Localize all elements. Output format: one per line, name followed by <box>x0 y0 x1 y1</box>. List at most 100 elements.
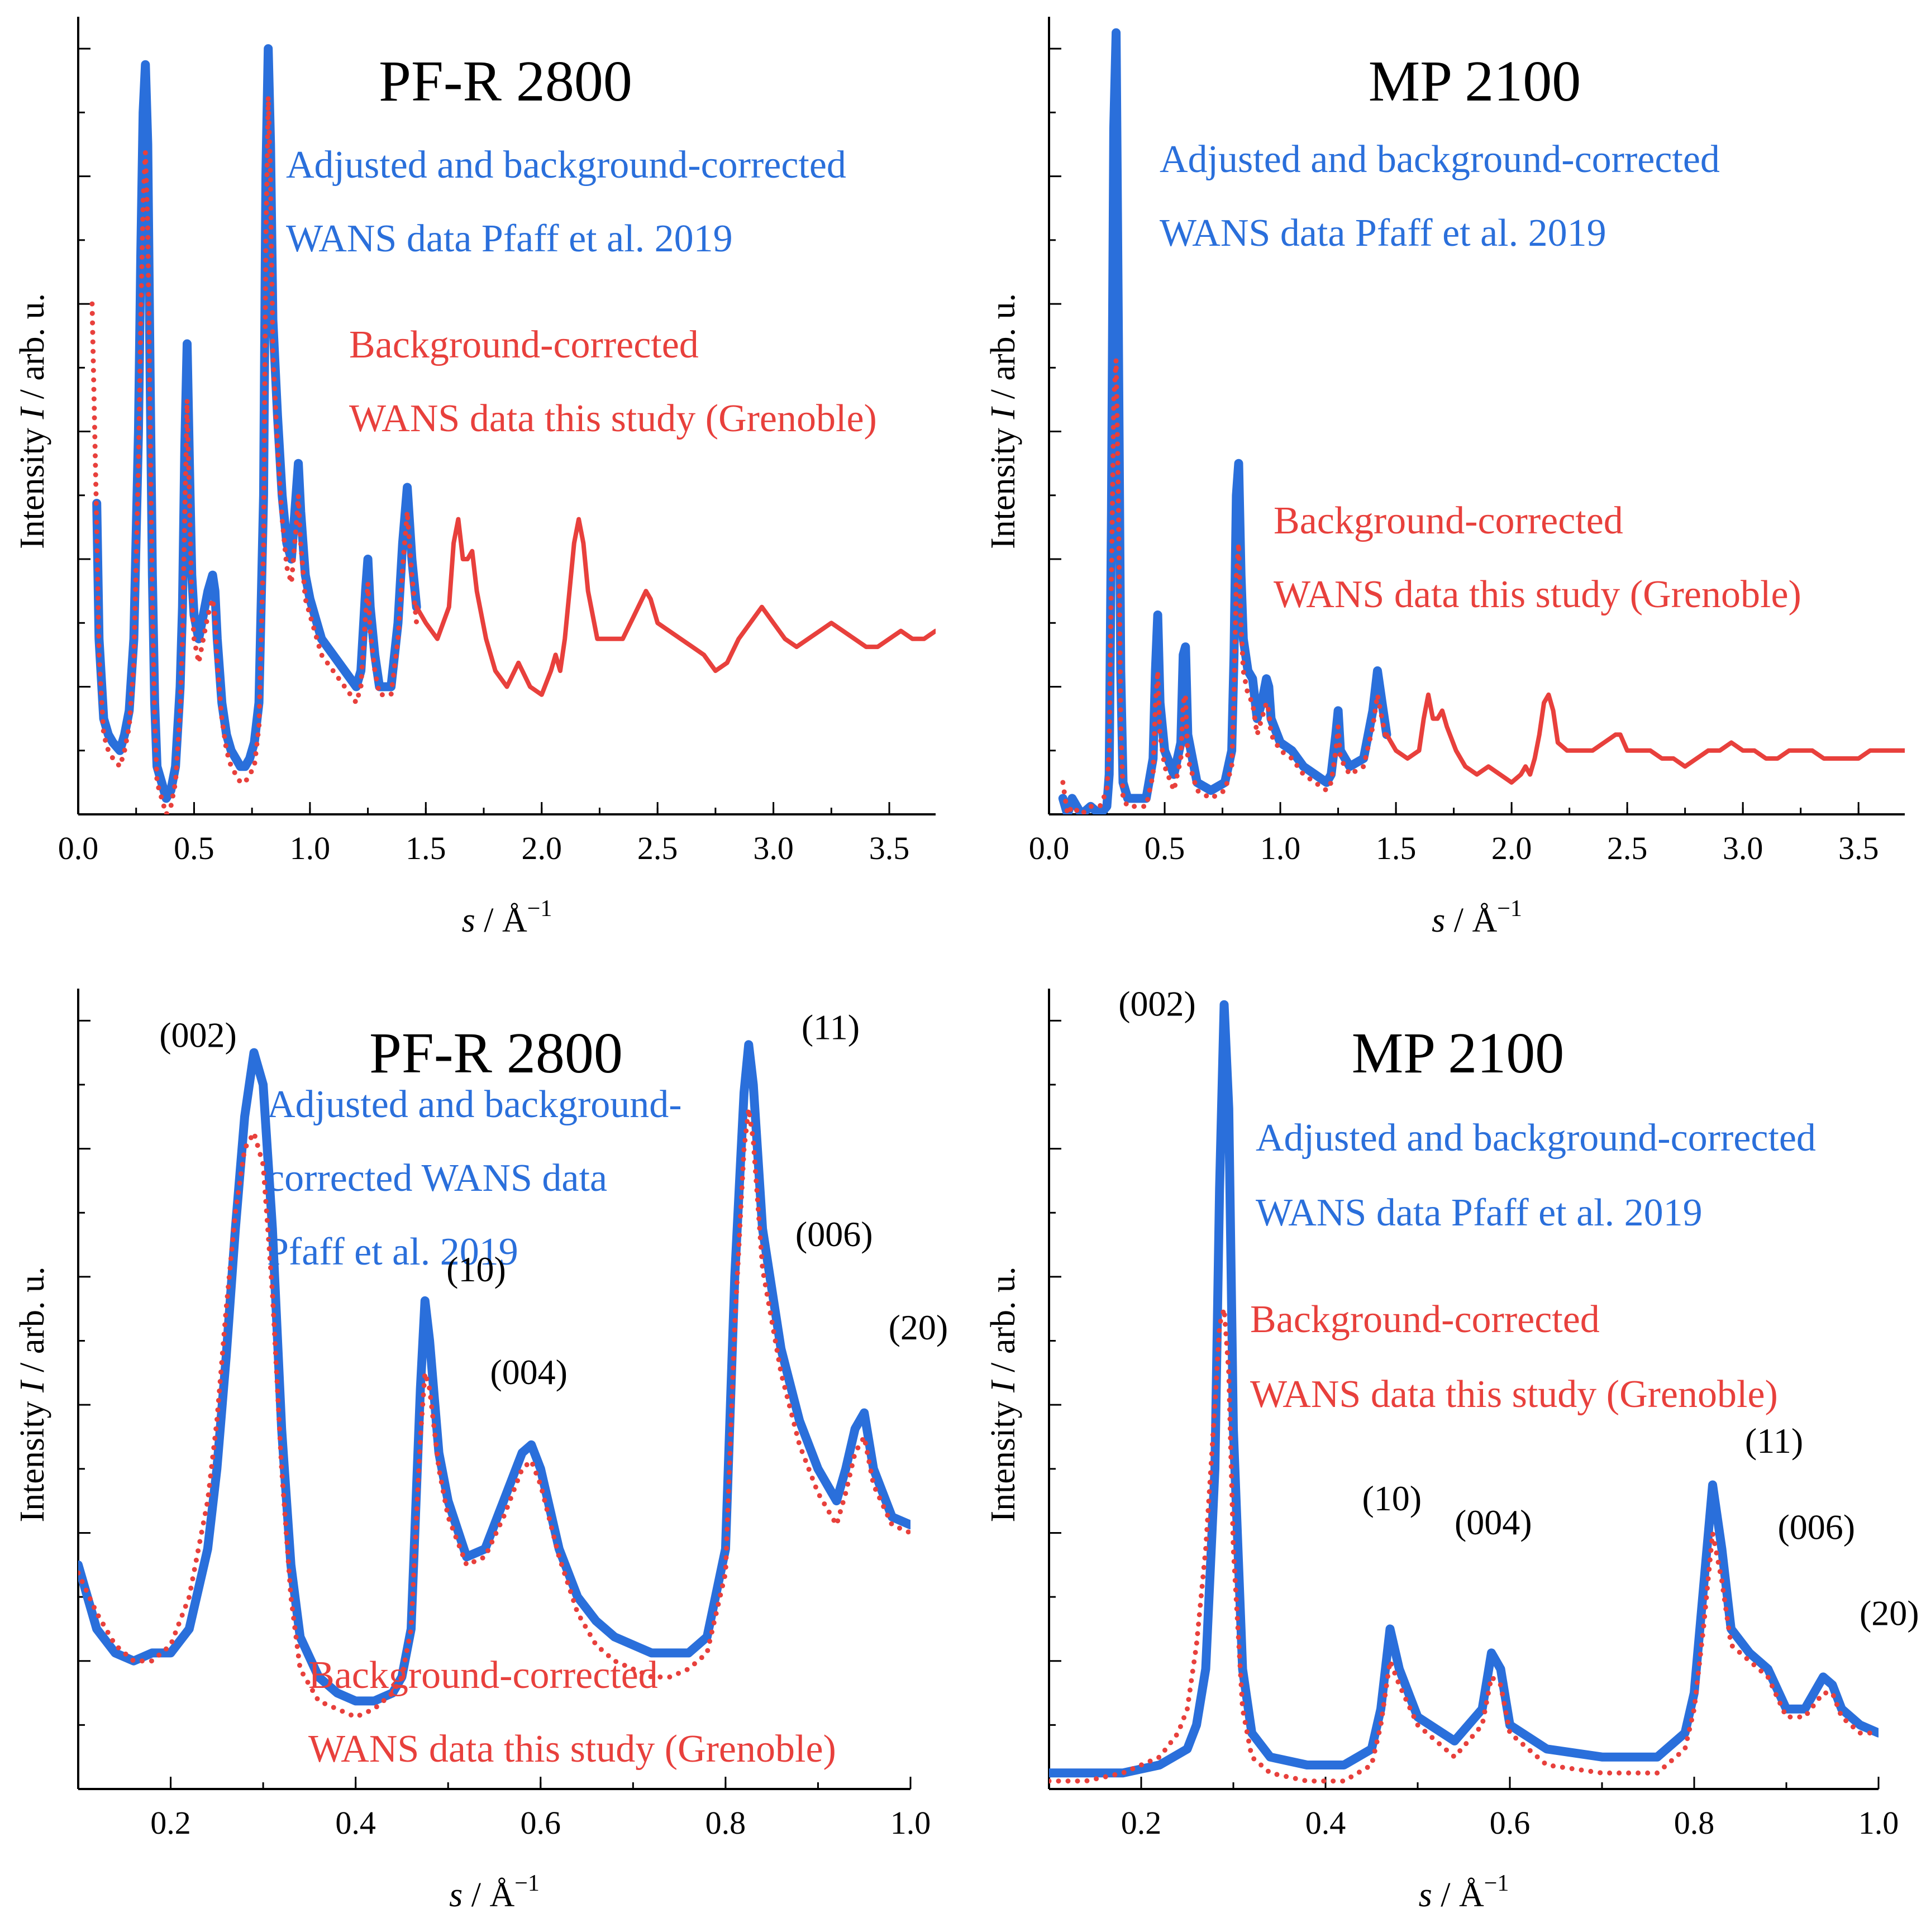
series-group <box>1049 1000 1879 1784</box>
chart-title: MP 2100 <box>1352 1021 1564 1085</box>
x-axis-label-unit: / Å <box>1445 901 1497 939</box>
x-tick-label: 0.2 <box>150 1805 191 1841</box>
x-tick-label: 0.2 <box>1121 1805 1162 1841</box>
x-tick-label: 0.8 <box>1674 1805 1715 1841</box>
y-axis-label-pre: Intensity <box>13 1392 51 1522</box>
x-tick-label: 0.5 <box>1145 830 1185 866</box>
x-tick-label: 1.5 <box>1376 830 1417 866</box>
series-line-blue <box>92 44 421 803</box>
x-axis-label-exp: −1 <box>527 896 552 922</box>
series-line-red <box>414 517 936 697</box>
x-axis-label-var: s <box>449 1876 463 1914</box>
x-tick-label: 0.6 <box>1490 1805 1531 1841</box>
x-tick-label: 3.0 <box>1723 830 1763 866</box>
y-axis-label-pre: Intensity <box>984 419 1022 549</box>
y-axis-label-var: I <box>13 1379 51 1393</box>
y-axis-label-pre: Intensity <box>13 419 51 549</box>
legend-text-red: Background-corrected <box>308 1654 658 1697</box>
legend-text-blue: WANS data Pfaff et al. 2019 <box>1160 212 1606 255</box>
x-tick-label: 0.4 <box>335 1805 376 1841</box>
panel-top-right: 0.0 0.5 1.0 1.5 2.0 2.5 3.0 3.5 s / Å−1 Intensity… <box>984 17 1905 939</box>
x-tick-label: 3.0 <box>753 830 794 866</box>
y-axis-label: Intensity I / arb. u. <box>984 293 1022 549</box>
y-axis-label: Intensity I / arb. u. <box>13 1266 51 1522</box>
y-axis-label-post: / arb. u. <box>984 1266 1022 1381</box>
series-line-red-dotted <box>78 1106 910 1720</box>
y-axis-label-var: I <box>984 1379 1022 1393</box>
x-tick-label: 0.0 <box>58 830 99 866</box>
peak-label: (002) <box>159 1015 237 1055</box>
x-tick-label: 2.0 <box>1491 830 1532 866</box>
chart-title: PF-R 2800 <box>379 49 632 113</box>
x-tick-label: 0.8 <box>705 1805 746 1841</box>
legend-text-red: WANS data this study (Grenoble) <box>308 1728 836 1771</box>
legend-text-red: Background-corrected <box>1274 499 1623 542</box>
x-tick-label: 0.6 <box>521 1805 561 1841</box>
y-axis-label-pre: Intensity <box>984 1392 1022 1522</box>
y-axis-label-var: I <box>13 406 51 420</box>
x-axis-label: s / Å−1 <box>462 896 552 939</box>
x-axis-label-var: s <box>462 901 475 939</box>
x-tick-label: 2.5 <box>637 830 678 866</box>
peak-label: (006) <box>1777 1507 1855 1547</box>
legend-text-blue: corrected WANS data <box>267 1157 607 1200</box>
x-tick-label: 0.4 <box>1305 1805 1346 1841</box>
peak-label: (10) <box>446 1249 506 1289</box>
legend-text-blue: WANS data Pfaff et al. 2019 <box>286 217 733 260</box>
y-axis-label: Intensity I / arb. u. <box>13 293 51 549</box>
peak-label: (004) <box>1455 1502 1532 1542</box>
series-line-red <box>1384 692 1905 785</box>
x-tick-label: 1.0 <box>1260 830 1301 866</box>
y-axis-label-var: I <box>984 406 1022 420</box>
x-axis-label: s / Å−1 <box>1432 896 1522 939</box>
x-axis-label-exp: −1 <box>1484 1871 1509 1896</box>
x-axis-label-unit: / Å <box>463 1876 514 1914</box>
x-tick-label: 1.5 <box>406 830 446 866</box>
legend-text-blue: Adjusted and background-corrected <box>1160 138 1720 181</box>
x-axis-label-exp: −1 <box>1497 896 1522 922</box>
y-axis-label-post: / arb. u. <box>984 293 1022 408</box>
series-line-red-dotted <box>1060 357 1389 814</box>
panel-bottom-right: 0.2 0.4 0.6 0.8 1.0 s / Å−1 Intensity I / arb.… <box>984 984 1919 1914</box>
x-tick-label: 1.0 <box>290 830 331 866</box>
y-axis-label-post: / arb. u. <box>13 1266 51 1381</box>
chart-title: MP 2100 <box>1369 49 1581 113</box>
y-axis-label: Intensity I / arb. u. <box>984 1266 1022 1522</box>
peak-label: (002) <box>1118 984 1196 1024</box>
x-tick-label: 0.0 <box>1029 830 1070 866</box>
panel-top-left: 0.0 0.5 1.0 1.5 2.0 2.5 3.0 3.5 s / Å−1 Intensity… <box>13 17 936 939</box>
x-axis-label: s / Å−1 <box>449 1871 540 1914</box>
x-axis-label-exp: −1 <box>514 1871 540 1896</box>
series-line-red-dotted <box>89 94 419 814</box>
series-line-blue <box>1058 28 1391 814</box>
legend-text-blue: Adjusted and background-corrected <box>286 144 846 187</box>
x-axis-label: s / Å−1 <box>1419 1871 1509 1914</box>
y-axis-label-post: / arb. u. <box>13 293 51 408</box>
legend-text-red: Background-corrected <box>1250 1298 1600 1341</box>
x-axis-label-unit: / Å <box>1432 1876 1484 1914</box>
x-tick-label: 2.5 <box>1607 830 1648 866</box>
x-axis-label-var: s <box>1419 1876 1432 1914</box>
legend-text-red: WANS data this study (Grenoble) <box>349 397 877 440</box>
x-axis-label-var: s <box>1432 901 1445 939</box>
x-tick-label: 2.0 <box>521 830 562 866</box>
peak-label: (20) <box>889 1308 948 1347</box>
legend-text-red: WANS data this study (Grenoble) <box>1250 1373 1778 1416</box>
x-tick-label: 3.5 <box>869 830 910 866</box>
x-tick-label: 1.0 <box>1858 1805 1899 1841</box>
peak-label: (006) <box>795 1214 873 1254</box>
series-group <box>78 1040 910 1720</box>
legend-text-blue: WANS data Pfaff et al. 2019 <box>1256 1191 1703 1234</box>
legend-text-blue: Pfaff et al. 2019 <box>267 1230 518 1273</box>
legend-text-blue: Adjusted and background- <box>267 1083 682 1126</box>
x-tick-label: 0.5 <box>174 830 214 866</box>
legend-text-red: WANS data this study (Grenoble) <box>1274 573 1801 616</box>
peak-label: (20) <box>1860 1593 1919 1633</box>
x-axis-label-unit: / Å <box>475 901 527 939</box>
peak-label: (10) <box>1362 1478 1422 1518</box>
legend-text-blue: Adjusted and background-corrected <box>1256 1117 1816 1160</box>
series-group <box>89 44 936 814</box>
x-tick-label: 1.0 <box>890 1805 931 1841</box>
series-group <box>1058 28 1905 814</box>
